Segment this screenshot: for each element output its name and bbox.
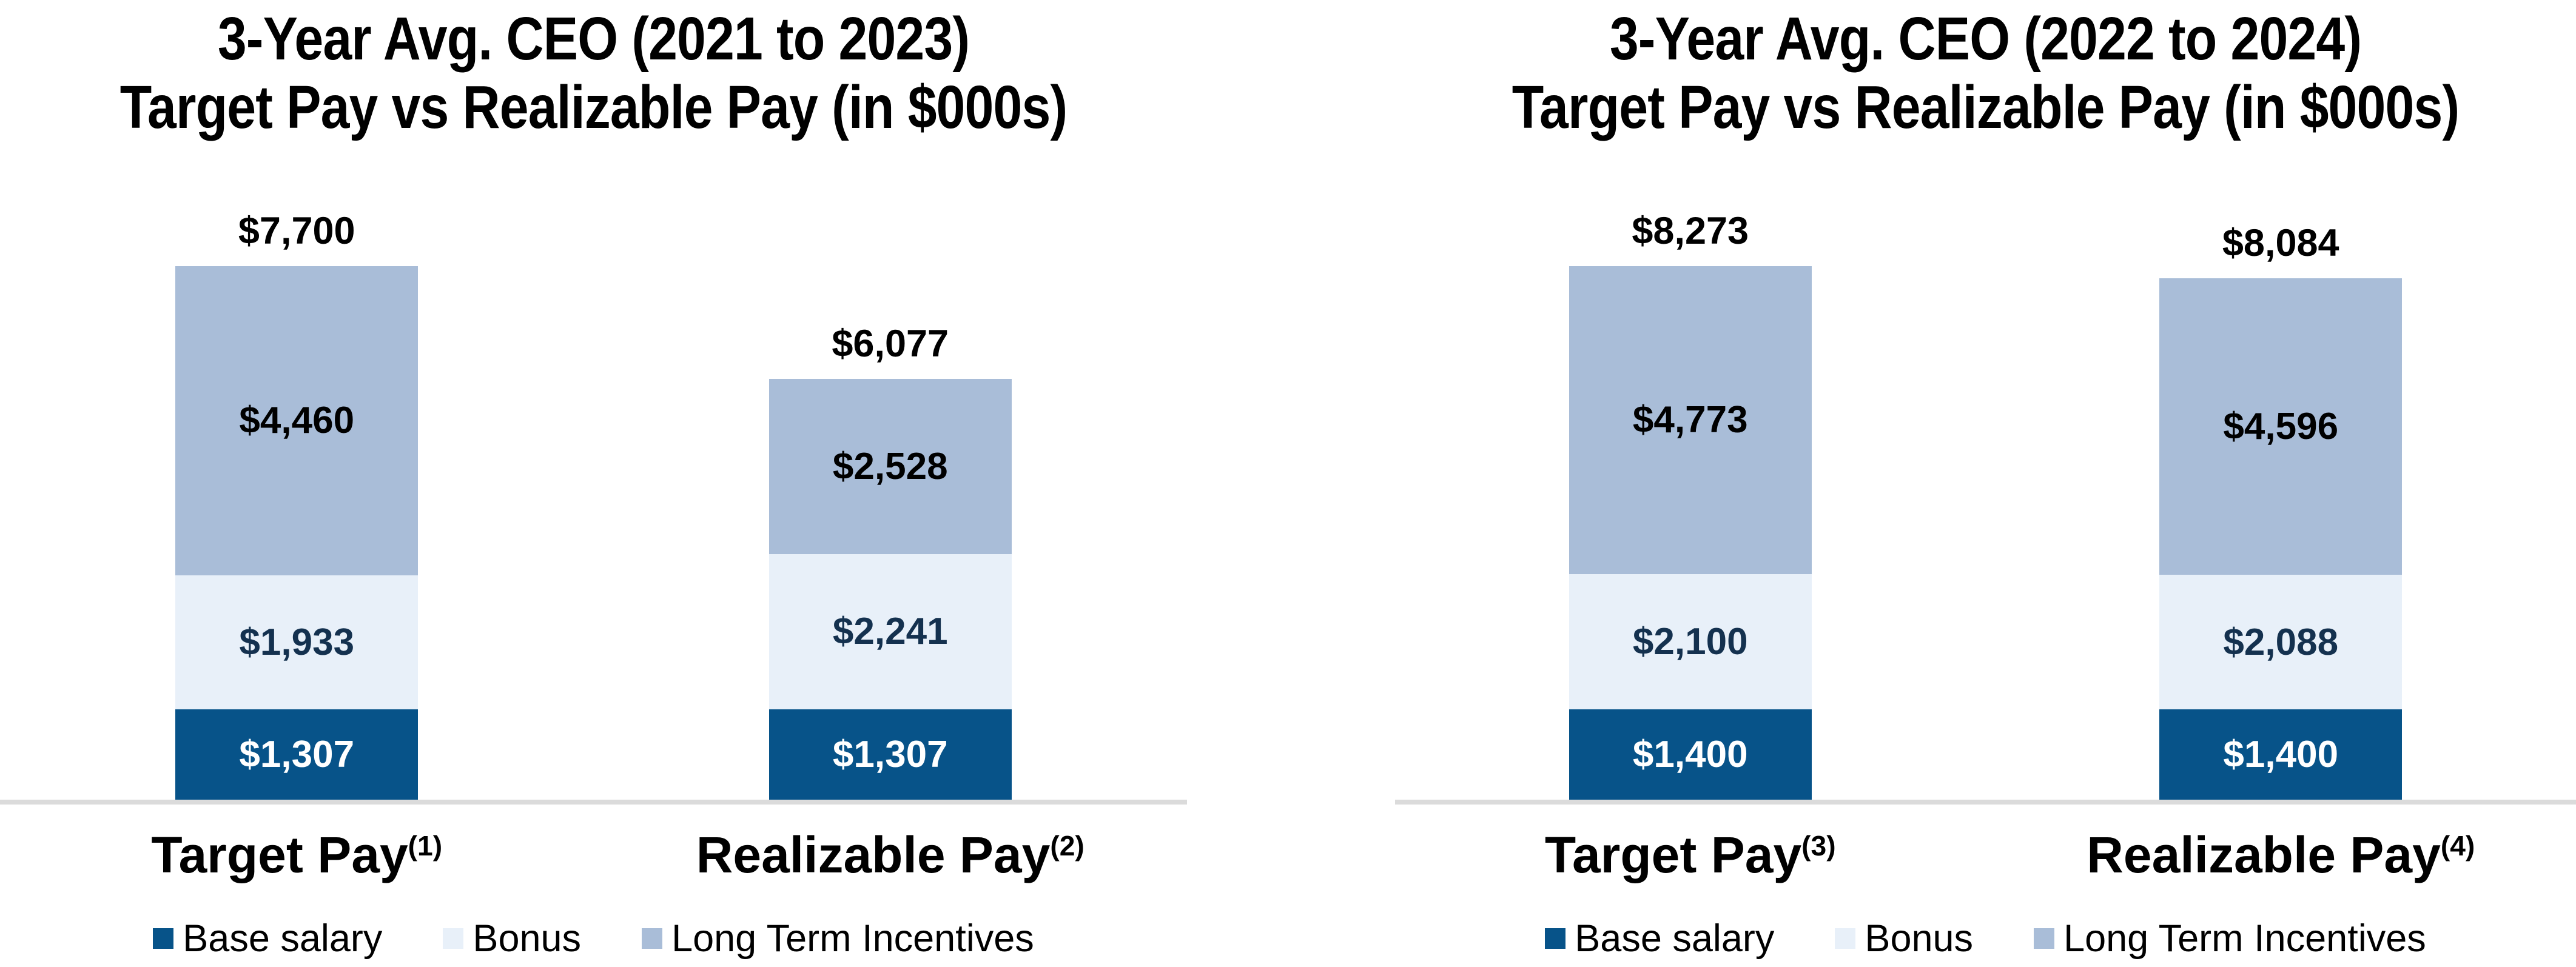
legend-label: Bonus <box>472 917 582 960</box>
chart-title-line-2: Target Pay vs Realizable Pay (in $000s) <box>1512 73 2460 141</box>
legend-item-bonus: Bonus <box>443 917 581 960</box>
legend-label: Bonus <box>1865 917 1974 960</box>
segment-long-term-incentives: $4,773 <box>1569 266 1812 574</box>
segment-base-salary: $1,307 <box>768 709 1012 800</box>
bar-target-pay: $7,700 $4,460 $1,933 $1,307 <box>175 210 419 800</box>
stacked-bar: $4,773 $2,100 $1,400 <box>1569 266 1812 800</box>
segment-value-label: $4,596 <box>2223 406 2339 448</box>
segment-base-salary: $1,400 <box>2159 709 2403 800</box>
legend-label: Base salary <box>183 917 383 960</box>
bar-total-label: $8,273 <box>1632 210 1749 252</box>
segment-value-label: $2,100 <box>1632 620 1748 663</box>
footnote-marker: (1) <box>408 830 443 862</box>
legend-item-base-salary: Base salary <box>153 917 382 960</box>
bar-total-label: $7,700 <box>238 210 355 252</box>
chart-2021-2023: 3-Year Avg. CEO (2021 to 2023) Target Pa… <box>0 0 1187 967</box>
segment-value-label: $1,933 <box>239 621 355 663</box>
chart-title-line-1: 3-Year Avg. CEO (2022 to 2024) <box>1609 5 2362 73</box>
chart-title-line-2: Target Pay vs Realizable Pay (in $000s) <box>119 73 1068 141</box>
chart-title: 3-Year Avg. CEO (2021 to 2023) Target Pa… <box>83 5 1104 142</box>
segment-value-label: $4,460 <box>239 400 355 442</box>
segment-value-label: $1,400 <box>1632 734 1748 776</box>
segment-value-label: $1,307 <box>239 733 355 775</box>
segment-value-label: $1,307 <box>832 733 948 775</box>
legend-swatch-base-salary <box>153 928 174 949</box>
legend-item-base-salary: Base salary <box>1545 917 1774 960</box>
legend-swatch-bonus <box>443 928 464 949</box>
bar-total-label: $6,077 <box>832 322 949 365</box>
segment-value-label: $1,400 <box>2223 734 2339 776</box>
segment-base-salary: $1,400 <box>1569 709 1812 800</box>
legend-swatch-long-term-incentives <box>2034 928 2055 949</box>
legend-item-long-term-incentives: Long Term Incentives <box>2034 917 2426 960</box>
segment-value-label: $2,528 <box>832 445 948 487</box>
bar-realizable-pay: $6,077 $2,528 $2,241 $1,307 <box>768 266 1012 800</box>
legend-swatch-long-term-incentives <box>642 928 663 949</box>
bar-total-label: $8,084 <box>2222 222 2339 265</box>
segment-bonus: $2,100 <box>1569 574 1812 710</box>
x-axis-label-target-pay: Target Pay(3) <box>1544 826 1836 883</box>
x-axis-label-target-pay: Target Pay(1) <box>151 826 443 883</box>
plot-area: $7,700 $4,460 $1,933 $1,307 $6,077 $2,52… <box>0 210 1187 800</box>
footnote-marker: (4) <box>2440 830 2475 862</box>
x-axis-line <box>0 800 1187 805</box>
footnote-marker: (2) <box>1050 830 1085 862</box>
x-axis-line <box>1395 800 2576 805</box>
segment-long-term-incentives: $4,460 <box>175 266 419 575</box>
legend-item-bonus: Bonus <box>1835 917 1973 960</box>
stacked-bar: $2,528 $2,241 $1,307 <box>768 378 1012 800</box>
segment-base-salary: $1,307 <box>175 709 419 800</box>
legend-swatch-bonus <box>1835 928 1856 949</box>
chart-title-line-1: 3-Year Avg. CEO (2021 to 2023) <box>217 5 970 73</box>
stacked-bar: $4,460 $1,933 $1,307 <box>175 266 419 800</box>
stacked-bar: $4,596 $2,088 $1,400 <box>2159 278 2403 800</box>
x-axis-label-realizable-pay: Realizable Pay(4) <box>2087 826 2475 883</box>
legend-label: Long Term Incentives <box>2063 917 2426 960</box>
legend-item-long-term-incentives: Long Term Incentives <box>642 917 1034 960</box>
segment-bonus: $2,241 <box>768 554 1012 709</box>
x-axis-label-realizable-pay: Realizable Pay(2) <box>696 826 1085 883</box>
legend-label: Long Term Incentives <box>671 917 1034 960</box>
bar-realizable-pay: $8,084 $4,596 $2,088 $1,400 <box>2159 222 2403 800</box>
segment-bonus: $2,088 <box>2159 575 2403 710</box>
segment-value-label: $2,241 <box>832 611 948 653</box>
bar-target-pay: $8,273 $4,773 $2,100 $1,400 <box>1569 210 1812 800</box>
segment-bonus: $1,933 <box>175 575 419 709</box>
segment-long-term-incentives: $2,528 <box>768 378 1012 554</box>
legend-label: Base salary <box>1575 917 1775 960</box>
footnote-marker: (3) <box>1801 830 1836 862</box>
segment-value-label: $4,773 <box>1632 399 1748 441</box>
chart-title: 3-Year Avg. CEO (2022 to 2024) Target Pa… <box>1478 5 2493 142</box>
segment-value-label: $2,088 <box>2223 621 2339 663</box>
legend-swatch-base-salary <box>1545 928 1566 949</box>
segment-long-term-incentives: $4,596 <box>2159 278 2403 575</box>
chart-2022-2024: 3-Year Avg. CEO (2022 to 2024) Target Pa… <box>1395 0 2576 967</box>
legend: Base salary Bonus Long Term Incentives <box>1395 917 2576 960</box>
legend: Base salary Bonus Long Term Incentives <box>0 917 1187 960</box>
plot-area: $8,273 $4,773 $2,100 $1,400 $8,084 $4,59… <box>1395 210 2576 800</box>
